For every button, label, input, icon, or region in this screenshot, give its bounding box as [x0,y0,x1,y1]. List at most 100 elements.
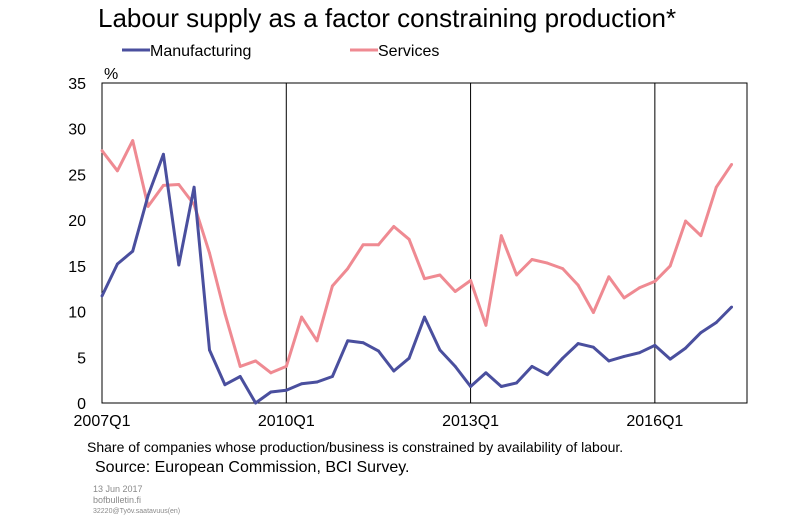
data-point [561,356,565,360]
data-point [100,294,104,298]
legend-label: Manufacturing [150,43,251,60]
data-point [146,194,150,197]
x-tick-label: 2016Q1 [626,413,683,430]
data-point [407,237,411,241]
data-point [131,139,135,143]
data-point [438,348,442,352]
data-point [146,205,150,208]
data-point [530,365,534,368]
data-point [592,311,595,314]
data-point [423,277,426,281]
data-point [668,357,672,361]
data-point [162,184,165,187]
chart-title: Labour supply as a factor constraining p… [98,3,677,33]
data-point [269,371,273,375]
data-point [284,365,288,368]
data-point [315,380,319,384]
data-point [346,339,350,343]
source-note: Source: European Commission, BCI Survey. [95,459,410,476]
data-point [223,312,227,315]
data-point [377,349,380,353]
data-point [622,296,626,300]
data-point [592,345,595,349]
data-point [684,346,687,350]
data-point [238,365,242,368]
data-point [361,341,365,345]
data-point [484,323,488,327]
series-points-services [100,139,734,375]
data-point [453,290,457,293]
data-point [115,262,119,266]
y-tick-label: 5 [77,350,86,367]
grid [285,83,656,403]
x-tick-label: 2010Q1 [258,413,315,430]
data-point [653,344,657,347]
data-point [238,375,242,378]
data-point [561,267,565,270]
data-point [131,249,135,253]
data-point [269,390,273,394]
data-point [300,382,304,386]
data-point [254,359,257,363]
legend: Manufacturing Services [122,43,439,60]
data-point [484,371,488,375]
data-point [499,234,503,238]
data-point [469,279,472,282]
data-point [576,342,580,345]
publish-date: 13 Jun 2017 [93,484,143,494]
data-point [115,169,119,173]
data-point [607,359,611,363]
series-layer [100,139,734,405]
y-tick-label: 25 [68,167,86,184]
data-point [499,385,503,388]
series-points-manufacturing [100,152,734,405]
data-point [515,273,519,277]
data-point [515,381,519,385]
data-point [377,243,380,247]
y-tick-label: 15 [68,259,86,276]
data-point [100,149,104,153]
data-point [684,219,687,223]
data-point [714,185,718,189]
y-tick-label: 35 [68,76,86,93]
data-point [622,354,626,358]
data-point [730,305,734,309]
data-point [208,251,211,255]
legend-label: Services [378,43,439,60]
data-point [545,261,549,265]
data-point [330,284,334,288]
data-point [177,263,181,267]
data-point [530,258,534,261]
data-point [223,383,227,387]
y-tick-label: 10 [68,305,86,322]
data-point [638,286,641,290]
data-point [392,369,396,373]
plot-frame [101,82,748,404]
data-point [714,321,718,324]
data-point [653,280,657,283]
y-tick-label: 20 [68,213,86,230]
data-point [423,315,426,319]
data-point [438,273,442,277]
series-line-manufacturing [100,152,733,405]
data-point [192,185,196,189]
data-point [392,225,396,228]
data-point [576,283,580,287]
data-point [208,348,211,352]
x-tick-label: 2007Q1 [74,413,131,430]
data-point [361,243,365,247]
y-axis-label: % [104,66,118,83]
data-point [300,315,304,319]
footnote: Share of companies whose production/busi… [87,439,624,455]
line-chart: Manufacturing Services % 0 5 10 15 20 25 30 35 2… [68,43,748,430]
data-point [638,351,641,355]
series-line-services [100,139,733,375]
data-point [177,183,181,186]
data-point [730,162,734,166]
data-point [346,267,350,270]
data-point [668,264,672,268]
data-point [315,339,319,343]
y-tick-label: 0 [77,396,86,413]
data-point [254,401,257,405]
site-name: bofbulletin.fi [93,495,142,505]
